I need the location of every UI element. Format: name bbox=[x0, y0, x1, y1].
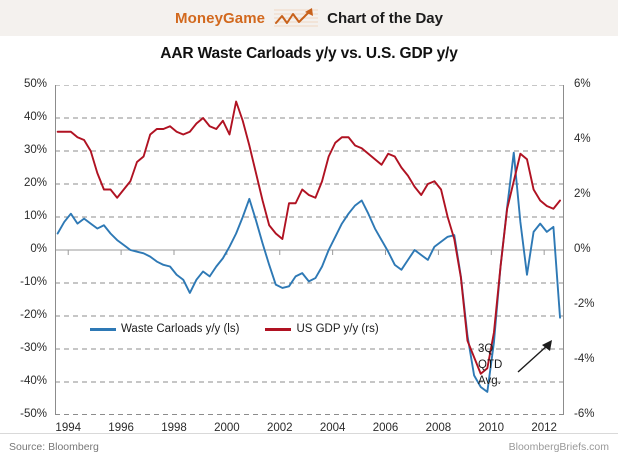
x-axis-tick: 2002 bbox=[266, 422, 293, 434]
x-axis-tick: 2010 bbox=[478, 422, 505, 434]
legend-entry-gdp: US GDP y/y (rs) bbox=[265, 323, 379, 335]
site-label: BloombergBriefs.com bbox=[508, 441, 609, 453]
legend-swatch-gdp bbox=[265, 327, 292, 331]
footer: Source: Bloomberg BloombergBriefs.com bbox=[0, 434, 618, 464]
y-axis-left-tick: -20% bbox=[20, 309, 47, 321]
chart-legend: Waste Carloads y/y (ls) US GDP y/y (rs) bbox=[90, 323, 379, 335]
chart-card: AAR Waste Carloads y/y vs. U.S. GDP y/y … bbox=[0, 36, 618, 434]
chart-of-the-day-label: Chart of the Day bbox=[327, 9, 443, 27]
plot-svg bbox=[55, 85, 564, 415]
legend-swatch-carloads bbox=[90, 327, 116, 331]
y-axis-left-tick: -30% bbox=[20, 342, 47, 354]
y-axis-right-tick: 6% bbox=[574, 78, 591, 90]
x-axis-tick: 1998 bbox=[161, 422, 187, 434]
x-axis-tick: 2006 bbox=[372, 422, 399, 434]
x-axis-tick: 2000 bbox=[214, 422, 240, 434]
y-axis-right-tick: -6% bbox=[574, 408, 595, 420]
legend-entry-carloads: Waste Carloads y/y (ls) bbox=[90, 323, 239, 335]
plot-area bbox=[55, 85, 564, 415]
y-axis-right-tick: 4% bbox=[574, 133, 591, 145]
x-axis-tick: 1996 bbox=[108, 422, 134, 434]
y-axis-left-tick: 30% bbox=[23, 144, 47, 156]
legend-label-carloads: Waste Carloads y/y (ls) bbox=[121, 323, 240, 335]
arrow-up-right-icon bbox=[517, 340, 552, 373]
series-line-gdp bbox=[56, 100, 561, 375]
x-axis-tick: 2008 bbox=[425, 422, 452, 434]
gridlines bbox=[55, 85, 564, 415]
x-axis-tick: 2004 bbox=[319, 422, 346, 434]
y-axis-left-tick: 10% bbox=[23, 210, 47, 222]
annotation-3q-qtd-avg: 3Q QTD Avg. bbox=[478, 342, 502, 390]
y-axis-right-tick: -4% bbox=[574, 353, 595, 365]
annotation-line-2: QTD bbox=[478, 358, 503, 371]
series-paths bbox=[56, 100, 561, 393]
series-line-carloads bbox=[56, 151, 561, 393]
header-bar: MoneyGame Chart of the Day bbox=[0, 0, 618, 37]
y-axis-left-tick: 0% bbox=[30, 243, 47, 255]
legend-label-gdp: US GDP y/y (rs) bbox=[296, 323, 379, 335]
x-axis-tick: 2012 bbox=[531, 422, 557, 434]
chart-arrow-icon bbox=[274, 8, 319, 27]
annotation-line-1: 3Q bbox=[478, 343, 494, 355]
y-axis-left-tick: -40% bbox=[20, 375, 47, 387]
y-axis-left-tick: 20% bbox=[23, 177, 47, 189]
source-label: Source: Bloomberg bbox=[9, 441, 99, 453]
y-axis-right-tick: -2% bbox=[574, 298, 595, 310]
y-axis-right-tick: 2% bbox=[574, 188, 591, 200]
x-axis-tick: 1994 bbox=[55, 422, 82, 434]
y-axis-left-tick: 40% bbox=[23, 111, 47, 123]
y-axis-left-tick: -50% bbox=[20, 408, 47, 420]
y-axis-left-tick: 50% bbox=[23, 78, 47, 90]
brand-label: MoneyGame bbox=[175, 9, 266, 27]
y-axis-right-tick: 0% bbox=[574, 243, 591, 255]
chart-title: AAR Waste Carloads y/y vs. U.S. GDP y/y bbox=[160, 45, 458, 62]
axis-lines bbox=[55, 85, 564, 415]
y-axis-left-tick: -10% bbox=[20, 276, 47, 288]
annotation-line-3: Avg. bbox=[478, 374, 501, 387]
